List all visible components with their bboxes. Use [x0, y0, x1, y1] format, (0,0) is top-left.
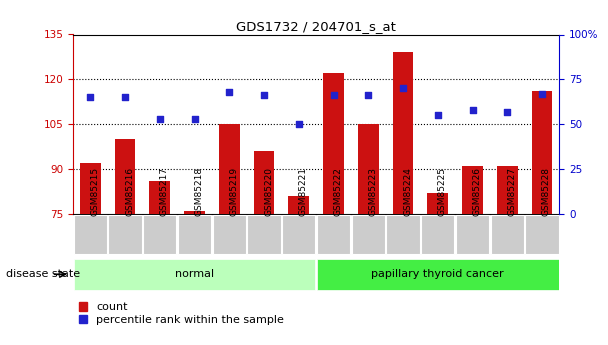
Bar: [497, 166, 517, 214]
Text: GSM85215: GSM85215: [91, 167, 99, 216]
Text: normal: normal: [175, 269, 214, 279]
Title: GDS1732 / 204701_s_at: GDS1732 / 204701_s_at: [237, 20, 396, 33]
FancyBboxPatch shape: [74, 215, 107, 255]
FancyBboxPatch shape: [74, 259, 316, 290]
Point: [86, 95, 95, 100]
Bar: [80, 163, 101, 214]
Bar: [115, 139, 136, 214]
Text: GSM85222: GSM85222: [334, 167, 342, 216]
Text: GSM85217: GSM85217: [160, 167, 169, 216]
FancyBboxPatch shape: [213, 215, 246, 255]
Point: [468, 107, 477, 112]
Bar: [150, 181, 170, 214]
Point: [502, 109, 512, 115]
FancyBboxPatch shape: [491, 215, 524, 255]
Point: [329, 93, 339, 98]
Bar: [531, 91, 553, 214]
Bar: [184, 211, 205, 214]
FancyBboxPatch shape: [351, 215, 385, 255]
Text: GSM85227: GSM85227: [507, 167, 516, 216]
Text: GSM85218: GSM85218: [195, 167, 204, 216]
Bar: [427, 193, 448, 214]
FancyBboxPatch shape: [178, 215, 211, 255]
Point: [155, 116, 165, 121]
Text: GSM85225: GSM85225: [438, 167, 447, 216]
Point: [537, 91, 547, 97]
Text: GSM85221: GSM85221: [299, 167, 308, 216]
FancyBboxPatch shape: [317, 215, 350, 255]
Text: GSM85220: GSM85220: [264, 167, 273, 216]
FancyBboxPatch shape: [247, 215, 281, 255]
Bar: [358, 124, 379, 214]
Text: GSM85216: GSM85216: [125, 167, 134, 216]
Bar: [219, 124, 240, 214]
Text: GSM85226: GSM85226: [472, 167, 482, 216]
Text: disease state: disease state: [6, 269, 80, 279]
Point: [364, 93, 373, 98]
Point: [259, 93, 269, 98]
Bar: [288, 196, 309, 214]
Bar: [393, 52, 413, 214]
Text: GSM85223: GSM85223: [368, 167, 378, 216]
Text: GSM85219: GSM85219: [229, 167, 238, 216]
Bar: [323, 73, 344, 214]
Legend: count, percentile rank within the sample: count, percentile rank within the sample: [78, 302, 284, 325]
Bar: [462, 166, 483, 214]
Point: [120, 95, 130, 100]
FancyBboxPatch shape: [421, 215, 454, 255]
FancyBboxPatch shape: [386, 215, 420, 255]
Point: [433, 112, 443, 118]
Text: papillary thyroid cancer: papillary thyroid cancer: [371, 269, 504, 279]
FancyBboxPatch shape: [525, 215, 559, 255]
FancyBboxPatch shape: [143, 215, 176, 255]
Point: [398, 86, 408, 91]
FancyBboxPatch shape: [108, 215, 142, 255]
Point: [294, 121, 303, 127]
Point: [224, 89, 234, 95]
Text: GSM85224: GSM85224: [403, 167, 412, 216]
FancyBboxPatch shape: [317, 259, 559, 290]
Point: [190, 116, 199, 121]
FancyBboxPatch shape: [282, 215, 316, 255]
Text: GSM85228: GSM85228: [542, 167, 551, 216]
Bar: [254, 151, 274, 214]
FancyBboxPatch shape: [456, 215, 489, 255]
